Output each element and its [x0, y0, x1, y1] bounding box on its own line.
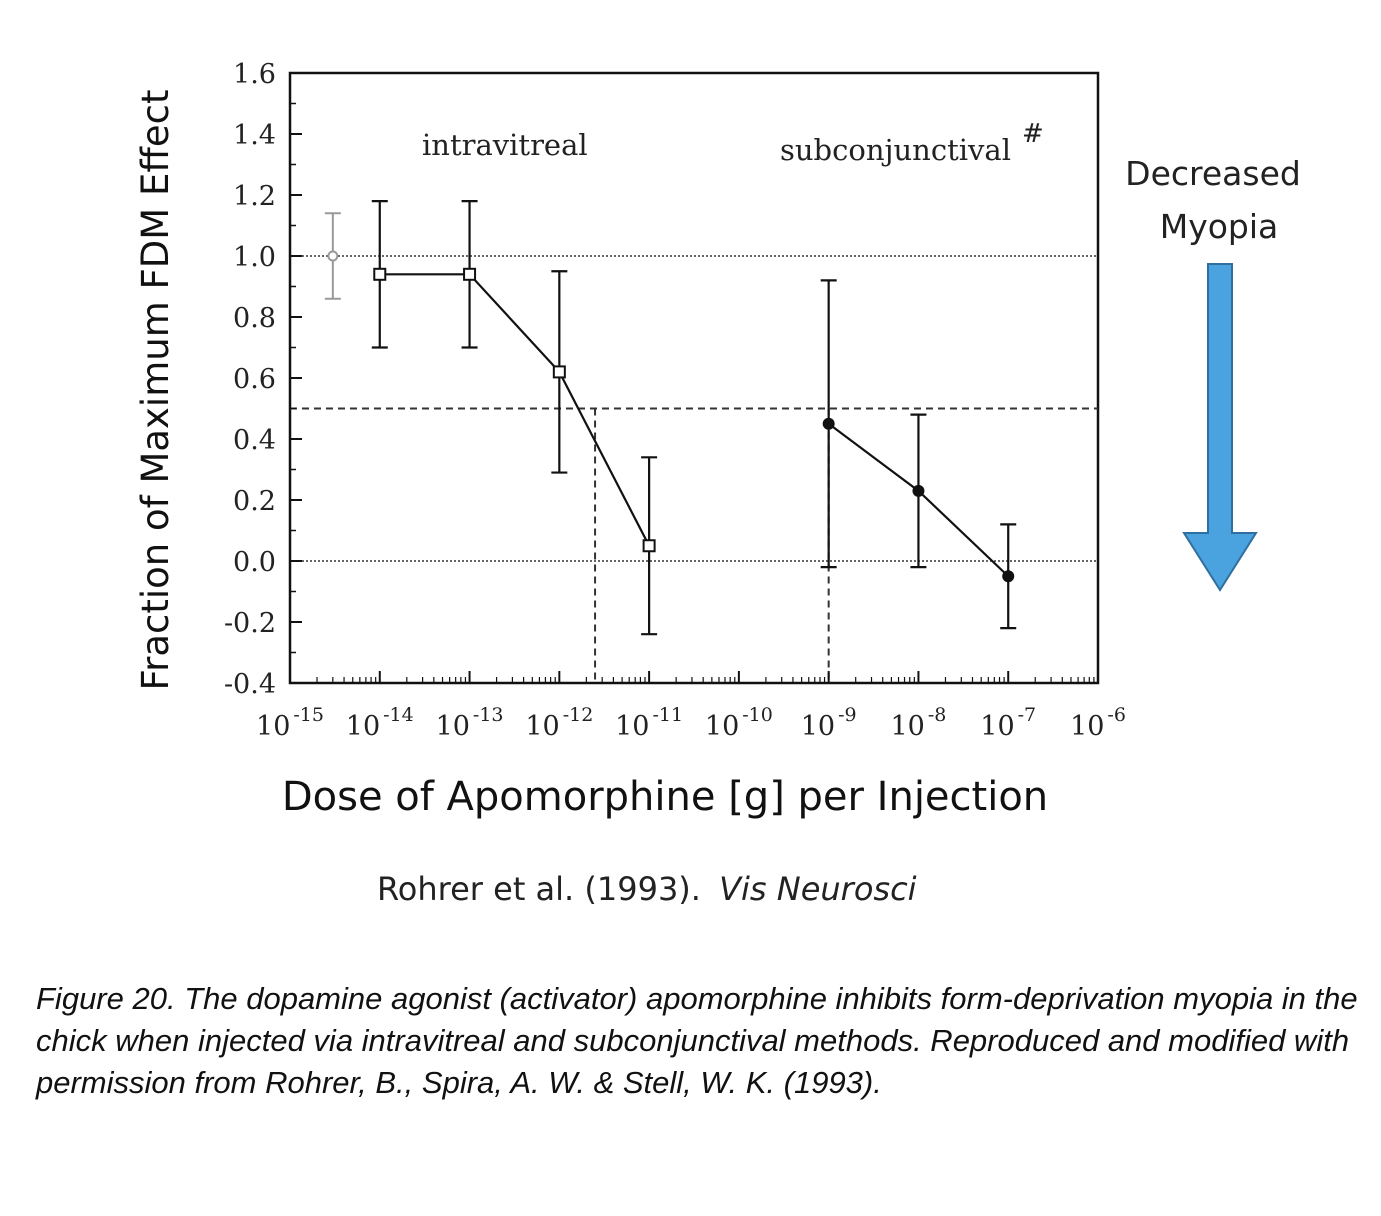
- annotation-intravitreal: intravitreal: [422, 128, 588, 162]
- annotation-hash: #: [1022, 119, 1044, 149]
- x-tick-label: 10 -13: [436, 704, 504, 742]
- x-tick-label: 10 -14: [346, 704, 414, 742]
- side-note-line2: Myopia: [1160, 207, 1279, 246]
- y-tick-label: 1.6: [233, 59, 276, 90]
- series-1-marker: [912, 484, 925, 497]
- y-tick-label: 0.2: [233, 486, 276, 517]
- x-tick-label: 10 -11: [615, 704, 683, 742]
- series-0-line: [379, 273, 651, 547]
- figure-caption: Figure 20. The dopamine agonist (activat…: [36, 981, 1358, 1100]
- decreased-myopia-arrow-icon: [1182, 263, 1258, 592]
- y-tick-label: 0.6: [233, 364, 276, 395]
- y-tick-label: 1.0: [233, 242, 276, 273]
- series-1-marker: [822, 417, 835, 430]
- control-point: [327, 250, 339, 262]
- series-0-marker: [552, 365, 566, 379]
- x-tick-label: 10 -8: [891, 704, 947, 742]
- y-tick-label: -0.4: [224, 669, 276, 700]
- y-tick-label: -0.2: [224, 608, 276, 639]
- x-tick-label: 10 -7: [980, 704, 1036, 742]
- reference-lines: [290, 255, 1098, 683]
- y-tick-label: 0.0: [233, 547, 276, 578]
- citation: Rohrer et al. (1993). Vis Neurosci: [377, 870, 917, 908]
- y-axis-title: Fraction of Maximum FDM Effect: [134, 90, 177, 691]
- series-1-marker: [1002, 570, 1015, 583]
- y-tick-label: 1.2: [233, 181, 276, 212]
- series-0-marker: [463, 267, 477, 281]
- side-note-line1: Decreased: [1125, 154, 1301, 193]
- x-axis-title: Dose of Apomorphine [g] per Injection: [282, 774, 1048, 820]
- y-tick-label: 1.4: [233, 120, 276, 151]
- x-tick-label: 10 -10: [705, 704, 773, 742]
- series-0-marker: [642, 539, 656, 553]
- x-tick-label: 10 -12: [525, 704, 593, 742]
- series-0-marker: [373, 267, 387, 281]
- y-axis-ticks: -0.4 -0.2 0.0 0.2 0.4 0.6 0.8 1.0 1.2 1.4 1.6: [224, 59, 302, 700]
- x-axis-ticks: 10 -15 10 -14 10 -13 10 -12 10 -11 10 -10 10 -9 10 -8 10…: [256, 671, 1126, 742]
- dose-response-chart: -0.4 -0.2 0.0 0.2 0.4 0.6 0.8 1.0 1.2 1.4 1.6 10 -1…: [134, 59, 1301, 908]
- x-tick-label: 10 -6: [1070, 704, 1126, 742]
- citation-journal: Vis Neurosci: [719, 870, 917, 908]
- x-tick-label: 10 -15: [256, 704, 324, 742]
- x-tick-label: 10 -9: [801, 704, 857, 742]
- citation-authors: Rohrer et al. (1993).: [377, 870, 701, 908]
- annotation-subconjunctival: subconjunctival: [780, 133, 1011, 167]
- y-tick-label: 0.4: [233, 425, 276, 456]
- series-layer: [324, 200, 1017, 636]
- y-tick-label: 0.8: [233, 303, 276, 334]
